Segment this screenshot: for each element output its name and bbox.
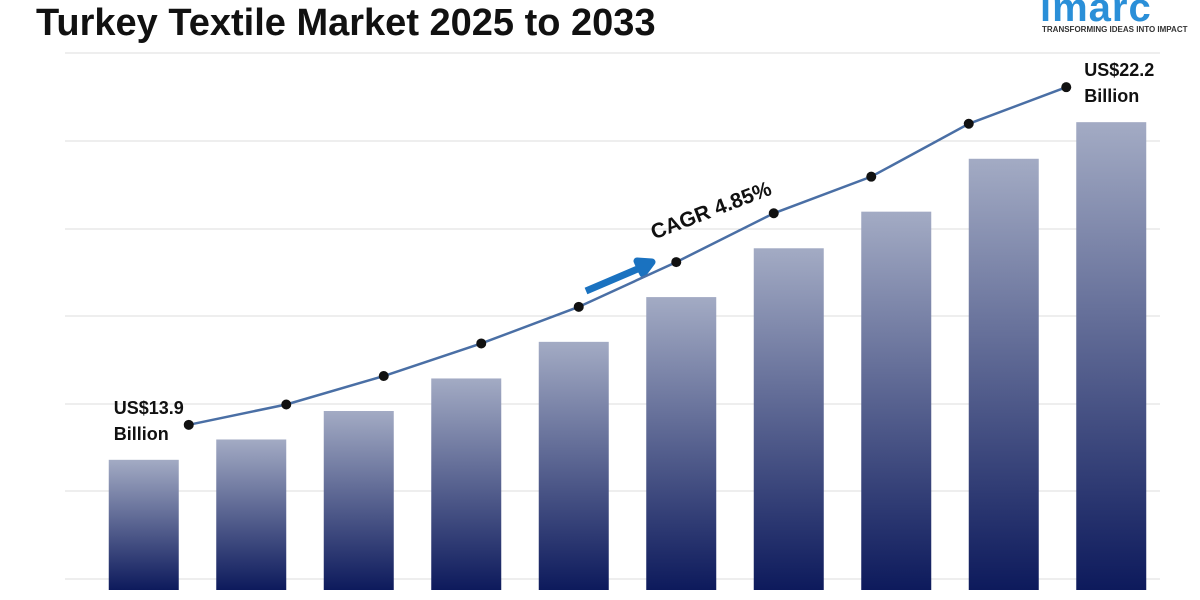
trend-point — [281, 399, 292, 410]
trend-line — [188, 85, 1067, 427]
bar — [323, 411, 394, 590]
bar — [108, 459, 179, 590]
logo: imarc — [1040, 0, 1152, 30]
trend-point — [1061, 82, 1072, 93]
bar — [753, 248, 824, 591]
value-label: US$22.2 Billion — [1084, 60, 1155, 107]
bar — [216, 439, 287, 590]
trend-point — [378, 371, 389, 381]
value-label: US$13.9 Billion — [113, 397, 184, 444]
trend-point — [671, 257, 682, 268]
bar — [538, 341, 609, 590]
chart-title: Turkey Textile Market 2025 to 2033 — [36, 2, 656, 44]
bar — [1076, 122, 1147, 590]
cagr-arrow — [584, 257, 656, 295]
trend-point — [963, 118, 974, 129]
trend-point — [476, 338, 487, 349]
bar — [646, 297, 717, 590]
trend-point — [768, 208, 779, 219]
logo-tagline: TRANSFORMING IDEAS INTO IMPACT — [1042, 25, 1188, 34]
bar — [431, 378, 502, 590]
bar — [968, 158, 1039, 591]
bar — [861, 211, 932, 590]
trend-point — [573, 301, 584, 312]
trend-point — [866, 171, 877, 182]
trend-point — [183, 419, 194, 430]
